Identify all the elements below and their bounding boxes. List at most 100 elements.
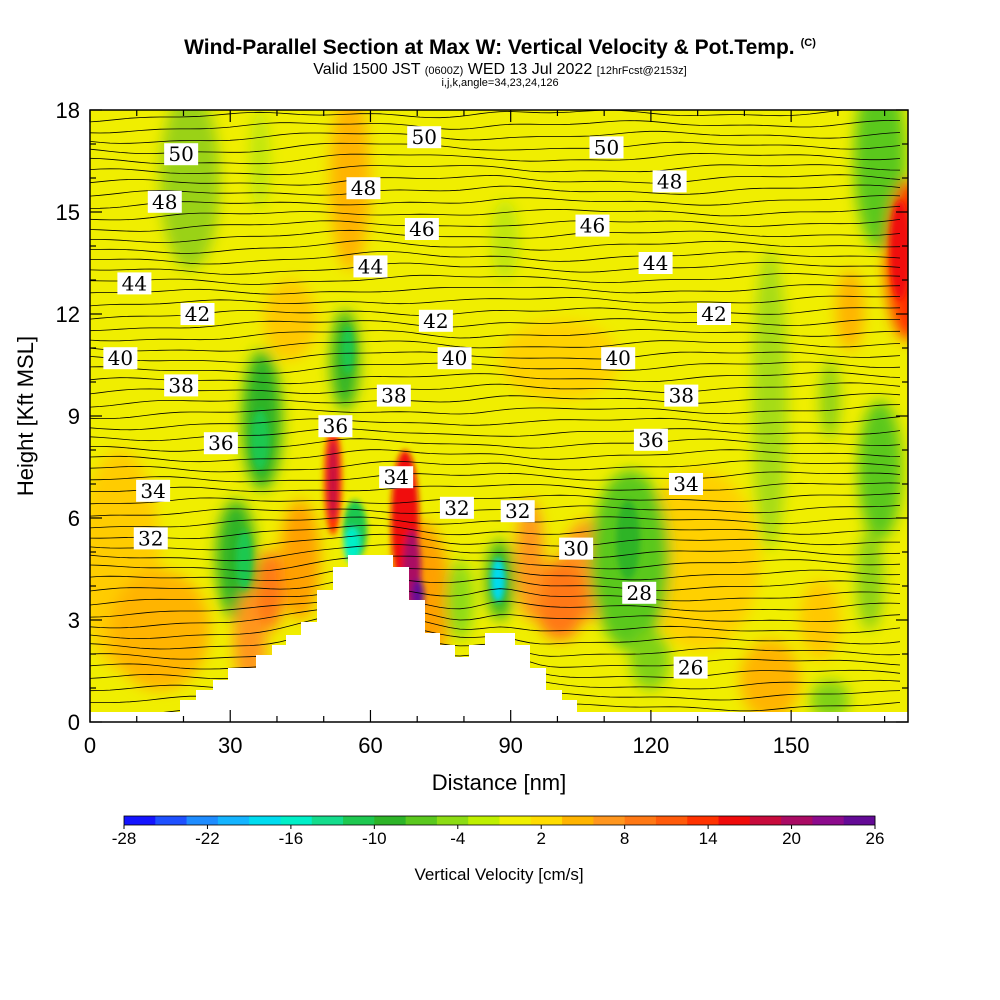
theta-contour-line xyxy=(90,382,901,395)
colorbar-swatch xyxy=(217,816,250,825)
theta-contour-label: 38 xyxy=(164,373,199,397)
theta-contour-label: 34 xyxy=(668,472,703,496)
theta-contour-label: 44 xyxy=(353,254,388,278)
contour-label-box xyxy=(180,303,215,325)
theta-contour-label: 42 xyxy=(418,309,453,333)
chart-subtitle-indices: i,j,k,angle=34,23,24,126 xyxy=(441,77,559,89)
terrain xyxy=(90,555,908,722)
colorbar-swatch xyxy=(624,816,657,825)
colorbar-swatch xyxy=(593,816,626,825)
colorbar-swatch xyxy=(499,816,532,825)
theta-contour-label: 50 xyxy=(589,135,624,159)
theta-contour-line xyxy=(90,516,901,529)
contour-label-box xyxy=(575,214,610,237)
y-tick-label: 9 xyxy=(68,404,80,429)
theta-contour-line xyxy=(90,586,901,606)
colorbar-tick-label: 20 xyxy=(782,829,801,848)
colorbar-tick-label: 26 xyxy=(866,829,885,848)
colorbar-swatch xyxy=(249,816,281,825)
colorbar-tick-label: -22 xyxy=(195,829,220,848)
colorbar-tick-label: 14 xyxy=(699,829,718,848)
theta-contour-line xyxy=(90,596,901,618)
colorbar-swatch xyxy=(280,816,313,825)
theta-contour-label: 30 xyxy=(559,537,594,561)
colorbar-swatch xyxy=(749,816,782,825)
colorbar-tick-label: -4 xyxy=(450,829,465,848)
contour-label-text: 48 xyxy=(351,176,376,200)
theta-contour-line xyxy=(90,329,901,342)
contour-label-text: 50 xyxy=(594,135,619,159)
contour-label-text: 38 xyxy=(168,373,193,397)
contour-label-box xyxy=(353,255,388,278)
contour-label-text: 38 xyxy=(669,384,694,408)
theta-contour-label: 42 xyxy=(180,302,215,326)
theta-contour-line xyxy=(90,504,901,517)
theta-contour-label: 28 xyxy=(622,581,657,605)
theta-contour-label: 26 xyxy=(673,656,708,680)
contour-label-text: 46 xyxy=(409,217,434,241)
contour-label-text: 36 xyxy=(208,431,233,455)
theta-contour-label: 32 xyxy=(133,526,168,550)
theta-contour-line xyxy=(90,130,901,144)
contour-label-box xyxy=(133,527,168,550)
contour-label-box xyxy=(318,415,353,438)
contour-label-text: 40 xyxy=(442,346,467,370)
colorbar-tick-label: 8 xyxy=(620,829,629,848)
contour-label-box xyxy=(418,309,453,332)
colorbar-tick-label: 2 xyxy=(536,829,545,848)
x-tick-label: 150 xyxy=(773,733,810,758)
theta-contour-line xyxy=(90,206,901,221)
colorbar-swatch xyxy=(155,816,187,825)
theta-contour-line xyxy=(90,533,900,551)
theta-contour-line xyxy=(90,272,901,285)
theta-contour-line xyxy=(90,555,901,572)
y-tick-label: 3 xyxy=(68,608,80,633)
contour-label-text: 48 xyxy=(657,169,682,193)
x-axis-label: Distance [nm] xyxy=(432,770,567,795)
colorbar-swatch xyxy=(468,816,500,825)
theta-contour-line xyxy=(90,393,901,408)
theta-contour-line xyxy=(90,240,901,254)
title-text: Wind-Parallel Section at Max W: Vertical… xyxy=(184,36,795,59)
theta-contour-label: 40 xyxy=(601,346,636,370)
contour-label-box xyxy=(652,170,687,193)
theta-contour-label: 50 xyxy=(407,125,442,149)
colorbar-tick-label: -28 xyxy=(112,829,137,848)
theta-contour-label: 32 xyxy=(439,496,474,520)
colorbar-swatch xyxy=(843,816,876,825)
x-tick-label: 60 xyxy=(358,733,382,758)
x-tick-label: 0 xyxy=(84,733,96,758)
colorbar-tick-label: -10 xyxy=(362,829,387,848)
contour-label-box xyxy=(407,126,442,149)
theta-contour-label: 44 xyxy=(638,251,673,275)
contour-label-text: 32 xyxy=(444,496,469,520)
theta-contour-label: 34 xyxy=(136,479,171,503)
colorbar-swatch xyxy=(374,816,407,825)
colorbar-swatch xyxy=(718,816,751,825)
contour-label-text: 32 xyxy=(138,526,163,550)
theta-contour-label: 46 xyxy=(404,217,439,241)
theta-contour-label: 38 xyxy=(376,384,411,408)
theta-contour-line xyxy=(90,219,901,232)
chart-title: Wind-Parallel Section at Max W: Vertical… xyxy=(0,36,1000,60)
y-tick-label: 6 xyxy=(68,506,80,531)
theta-contour-line xyxy=(90,361,901,374)
colorbar-swatch xyxy=(405,816,438,825)
theta-contour-line xyxy=(90,576,901,592)
contour-label-box xyxy=(500,500,535,523)
theta-contour-line xyxy=(90,284,901,295)
contour-label-text: 40 xyxy=(605,346,630,370)
theta-contour-line xyxy=(90,371,901,385)
colorbar-swatch xyxy=(562,816,594,825)
contour-label-text: 50 xyxy=(168,142,193,166)
theta-contour-label: 48 xyxy=(147,190,182,214)
theta-contour-label: 48 xyxy=(652,169,687,193)
theta-contour-line xyxy=(90,295,901,307)
contour-label-text: 36 xyxy=(638,428,663,452)
theta-contour-line xyxy=(90,416,901,431)
colorbar-swatch xyxy=(530,816,563,825)
contour-label-text: 48 xyxy=(152,190,177,214)
theta-contour-labels: 50 50 50 48 48 48 46 46 44 44 44 42 42 42 40 40 40 38 38 38… xyxy=(103,125,732,680)
x-tick-label: 30 xyxy=(218,733,242,758)
